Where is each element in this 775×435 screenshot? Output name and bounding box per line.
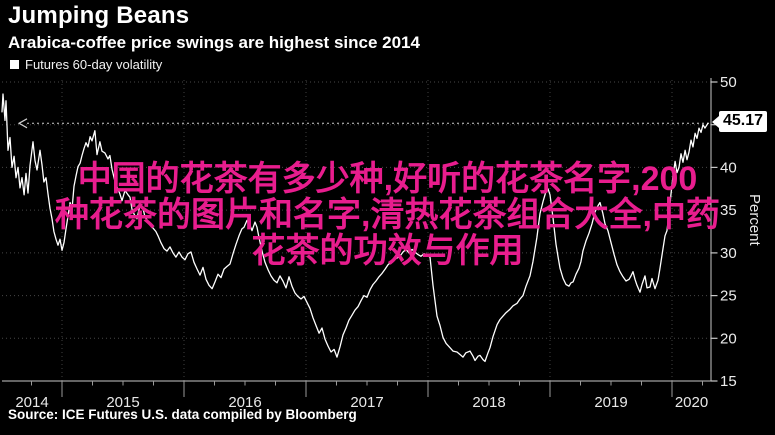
legend-label: Futures 60-day volatility: [25, 57, 163, 72]
chart-subtitle: Arabica-coffee price swings are highest …: [8, 33, 420, 52]
watermark-text: 中国的花茶有多少种,好听的花茶名字,200 种花茶的图片和名字,清热花茶组合大全…: [0, 161, 775, 269]
y-tick-label: 30: [720, 245, 737, 262]
y-tick-label: 40: [720, 159, 737, 176]
chart-header: Jumping Beans Arabica-coffee price swing…: [8, 2, 420, 53]
x-tick-label: 2018: [472, 394, 505, 411]
volatility-series-line: [1, 93, 709, 363]
legend: Futures 60-day volatility: [10, 57, 162, 72]
legend-swatch-icon: [10, 60, 19, 69]
x-tick-label: 2017: [350, 394, 383, 411]
y-tick-label: 50: [720, 74, 737, 91]
last-value-arrow-icon: [17, 118, 28, 129]
watermark-line-3: 花茶的功效与作用: [251, 232, 524, 270]
callout-value: 45.17: [719, 111, 768, 132]
watermark-line-2: 种花茶的图片和名字,清热花茶组合大全,中药: [55, 196, 720, 234]
y-axis-title: Percent: [746, 194, 763, 246]
x-tick-label: 2014: [15, 394, 48, 411]
y-tick-label: 25: [720, 288, 737, 305]
source-credit: Source: ICE Futures U.S. data compiled b…: [8, 407, 357, 422]
last-value-callout: 45.17: [712, 111, 768, 132]
x-tick-label: 2015: [106, 394, 139, 411]
y-tick-label: 15: [720, 373, 737, 390]
chart-title: Jumping Beans: [8, 2, 190, 29]
x-tick-label: 2019: [594, 394, 627, 411]
y-tick-label: 20: [720, 330, 737, 347]
y-tick-label: 35: [720, 202, 737, 219]
callout-arrow-icon: [712, 115, 719, 128]
x-tick-label: 2016: [228, 394, 261, 411]
watermark-line-1: 中国的花茶有多少种,好听的花茶名字,200: [77, 160, 698, 198]
x-tick-label: 2020: [675, 394, 708, 411]
